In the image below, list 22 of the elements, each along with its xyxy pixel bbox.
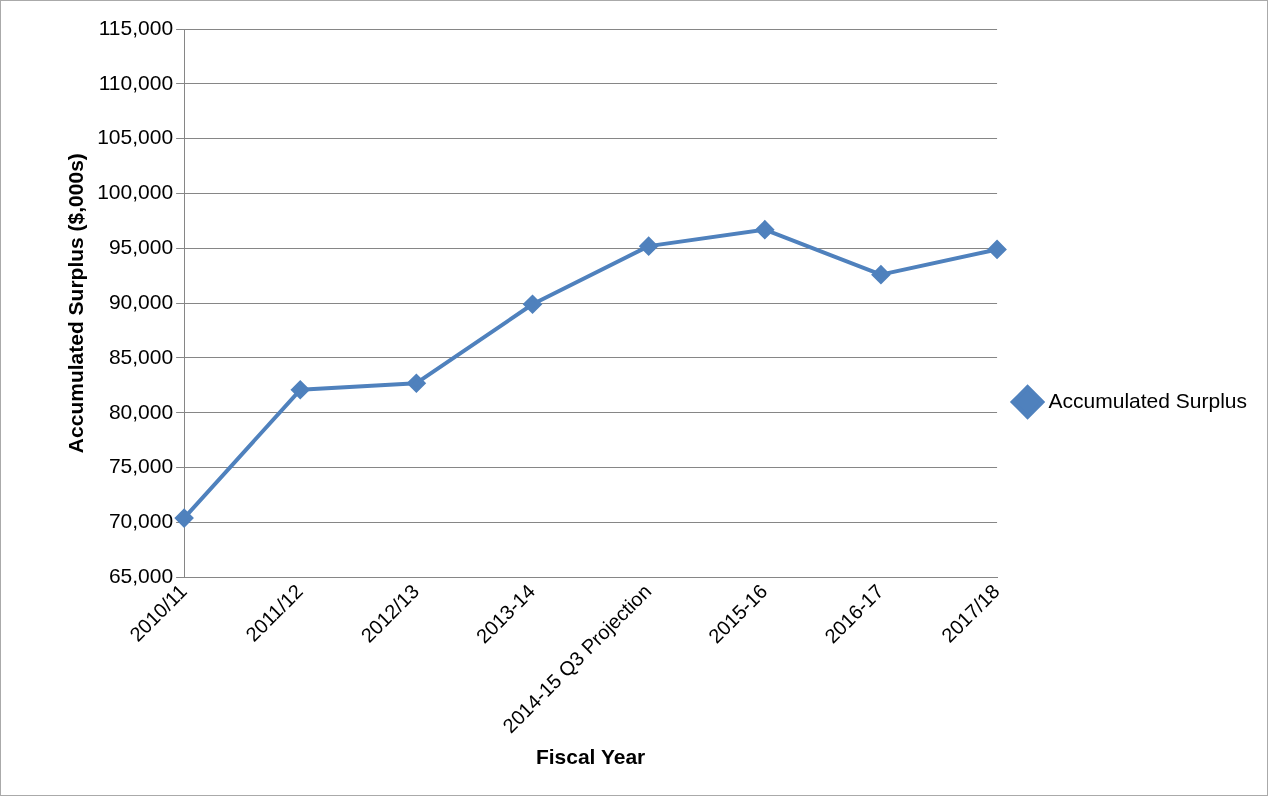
point [407,374,426,393]
point [175,509,194,528]
point [523,295,542,314]
y-tick-label: 65,000 [108,564,174,588]
y-tick-label: 90,000 [108,289,174,313]
legend-label: Accumulated Surplus [1048,388,1247,412]
y-tick-label: 105,000 [97,125,174,149]
y-tick-label: 95,000 [108,235,174,259]
y-tick-label: 100,000 [97,180,174,204]
y-axis-title: Accumulated Surplus ($,000s) [64,153,88,454]
point [639,237,658,256]
y-tick-label: 115,000 [98,15,174,39]
x-axis-title: Fiscal Year [535,745,646,769]
y-tick-label: 85,000 [108,344,174,368]
point [291,380,310,399]
y-tick-label: 70,000 [108,509,174,533]
y-tick-label: 75,000 [108,454,174,478]
y-tick-label: 80,000 [108,399,174,423]
y-tick-label: 110,000 [98,70,174,94]
point [988,240,1007,259]
point [755,220,774,239]
point [871,265,890,284]
